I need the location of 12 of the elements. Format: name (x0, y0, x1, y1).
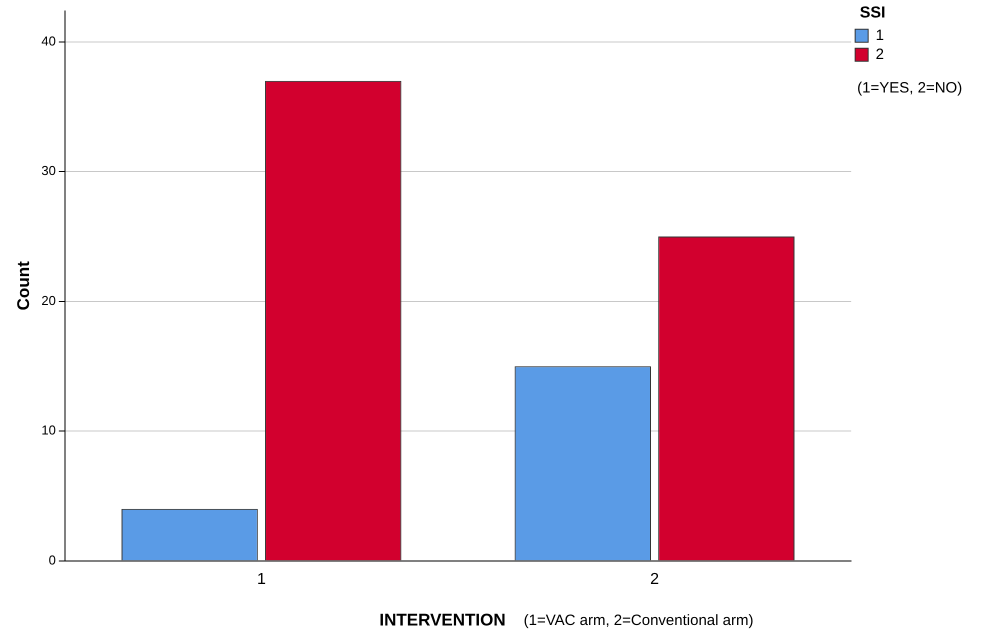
legend-label: 1 (876, 26, 884, 44)
y-tick-label: 0 (48, 552, 56, 568)
y-tick-label: 40 (41, 34, 56, 49)
y-tick-label: 20 (41, 292, 56, 308)
y-axis-title: Count (14, 260, 33, 310)
text: (1=YES, 2=NO) (857, 79, 962, 96)
text: (1=VAC arm, 2=Conventional arm) (524, 612, 754, 629)
y-tick-label: 10 (41, 422, 56, 438)
legend-title: SSI (860, 4, 886, 22)
legend-label: 2 (876, 46, 884, 63)
x-axis-title: INTERVENTION (379, 610, 506, 630)
y-tick-label: 30 (41, 163, 56, 178)
